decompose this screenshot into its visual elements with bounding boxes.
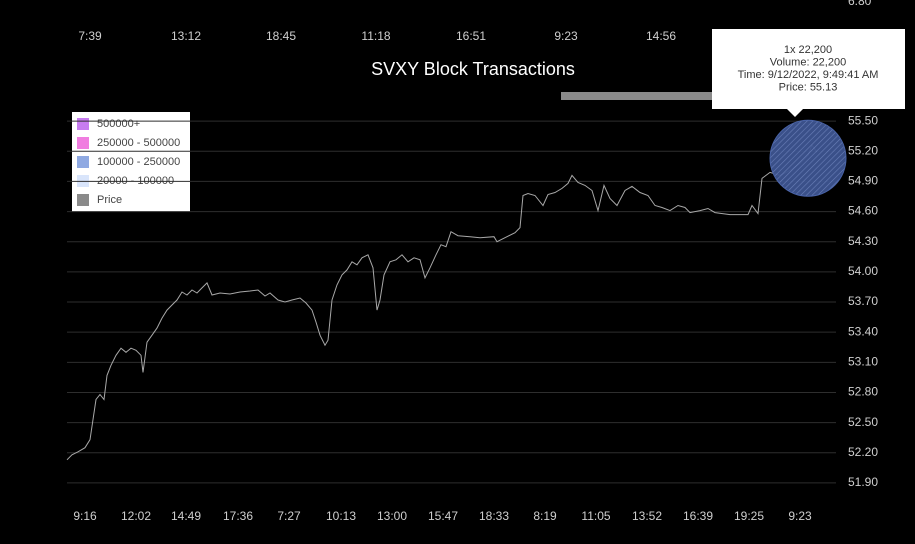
legend-swatch [77,194,89,206]
tooltip-line: Time: 9/12/2022, 9:49:41 AM [738,69,879,81]
x-tick-label: 16:39 [683,509,713,523]
legend-label: 250000 - 500000 [97,137,180,149]
x-tick-label: 13:52 [632,509,662,523]
x-tick-label: 19:25 [734,509,764,523]
x-tick-label: 7:27 [277,509,301,523]
top-x-tick-label: 18:45 [266,29,296,43]
y-tick-label: 53.70 [848,294,878,308]
legend-label: 20000 - 100000 [97,175,174,187]
tooltip-line: 1x 22,200 [784,44,832,56]
x-tick-label: 15:47 [428,509,458,523]
upper-pane-label: 6.80 [848,0,872,8]
top-x-tick-label: 7:39 [78,29,102,43]
x-tick-label: 9:23 [788,509,812,523]
y-tick-label: 53.10 [848,354,878,368]
y-tick-label: 53.40 [848,324,878,338]
x-tick-label: 14:49 [171,509,201,523]
tooltip-box [712,29,905,109]
scroll-bar [561,92,741,100]
y-tick-label: 54.90 [848,174,878,188]
top-x-tick-label: 9:23 [554,29,578,43]
x-tick-label: 8:19 [533,509,557,523]
legend-label: 500000+ [97,118,140,130]
x-tick-label: 11:05 [581,509,610,523]
x-tick-label: 10:13 [326,509,356,523]
block-bubble [769,119,847,197]
legend-box [72,112,190,212]
x-tick-label: 12:02 [121,509,151,523]
y-tick-label: 52.80 [848,385,878,399]
legend: 500000+ 250000 - 500000 100000 - 250000 200… [72,112,190,212]
price-line [66,144,818,461]
y-tick-label: 54.30 [848,234,878,248]
tooltip-pointer [786,108,804,117]
tooltip-line: Price: 55.13 [779,81,838,93]
y-tick-label: 55.20 [848,143,878,157]
x-tick-label: 13:00 [377,509,407,523]
top-x-tick-label: 16:51 [456,29,486,43]
tooltip-line: Volume: 22,200 [770,56,846,68]
x-tick-label: 18:33 [479,509,509,523]
top-x-tick-label: 11:18 [361,29,390,43]
y-tick-label: 54.60 [848,204,878,218]
y-tick-label: 55.50 [848,113,878,127]
y-tick-label: 54.00 [848,264,878,278]
legend-swatch [77,156,89,168]
x-tick-label: 9:16 [73,509,97,523]
legend-swatch [77,137,89,149]
top-x-tick-label: 13:12 [171,29,201,43]
y-tick-label: 52.20 [848,445,878,459]
y-tick-label: 51.90 [848,475,878,489]
legend-swatch [77,118,89,130]
legend-label: 100000 - 250000 [97,156,180,168]
top-x-tick-label: 14:56 [646,29,676,43]
y-tick-label: 52.50 [848,415,878,429]
chart-title: SVXY Block Transactions [371,59,575,79]
x-tick-label: 17:36 [223,509,253,523]
legend-label: Price [97,194,122,206]
